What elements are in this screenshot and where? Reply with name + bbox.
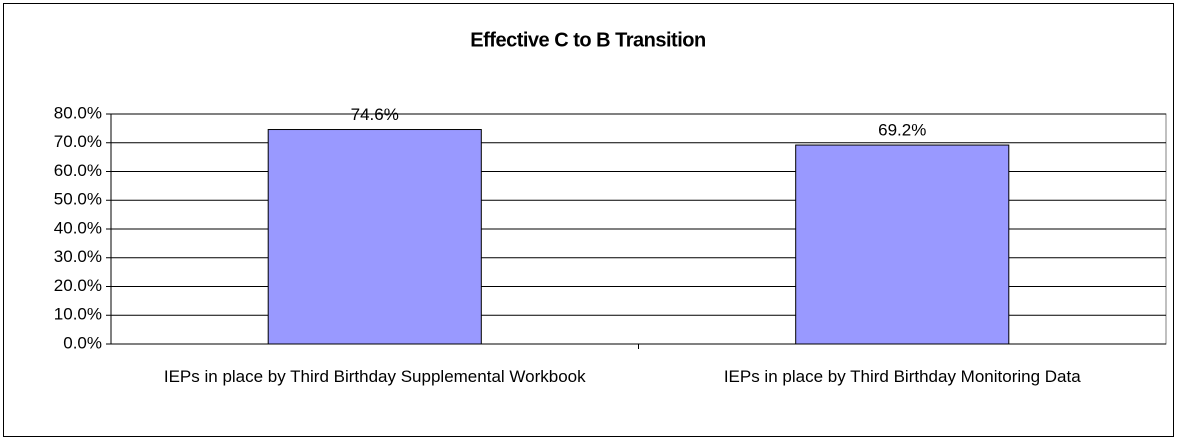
y-tick-label: 20.0% xyxy=(54,276,102,295)
bar xyxy=(267,129,482,345)
y-tick-label: 30.0% xyxy=(54,247,102,266)
y-tick-label: 70.0% xyxy=(54,132,102,151)
y-tick-label: 80.0% xyxy=(54,103,102,122)
x-tick-label: IEPs in place by Third Birthday Monitori… xyxy=(723,367,1081,386)
data-label: 74.6% xyxy=(351,105,399,124)
y-tick-label: 40.0% xyxy=(54,218,102,237)
y-tick-label: 60.0% xyxy=(54,161,102,180)
y-tick-label: 0.0% xyxy=(63,333,102,352)
data-label: 69.2% xyxy=(878,121,926,140)
x-tick-label: IEPs in place by Third Birthday Suppleme… xyxy=(163,367,586,386)
bar xyxy=(795,144,1010,345)
chart-title: Effective C to B Transition xyxy=(470,29,705,51)
y-tick-label: 10.0% xyxy=(54,305,102,324)
y-tick-label: 50.0% xyxy=(54,190,102,209)
